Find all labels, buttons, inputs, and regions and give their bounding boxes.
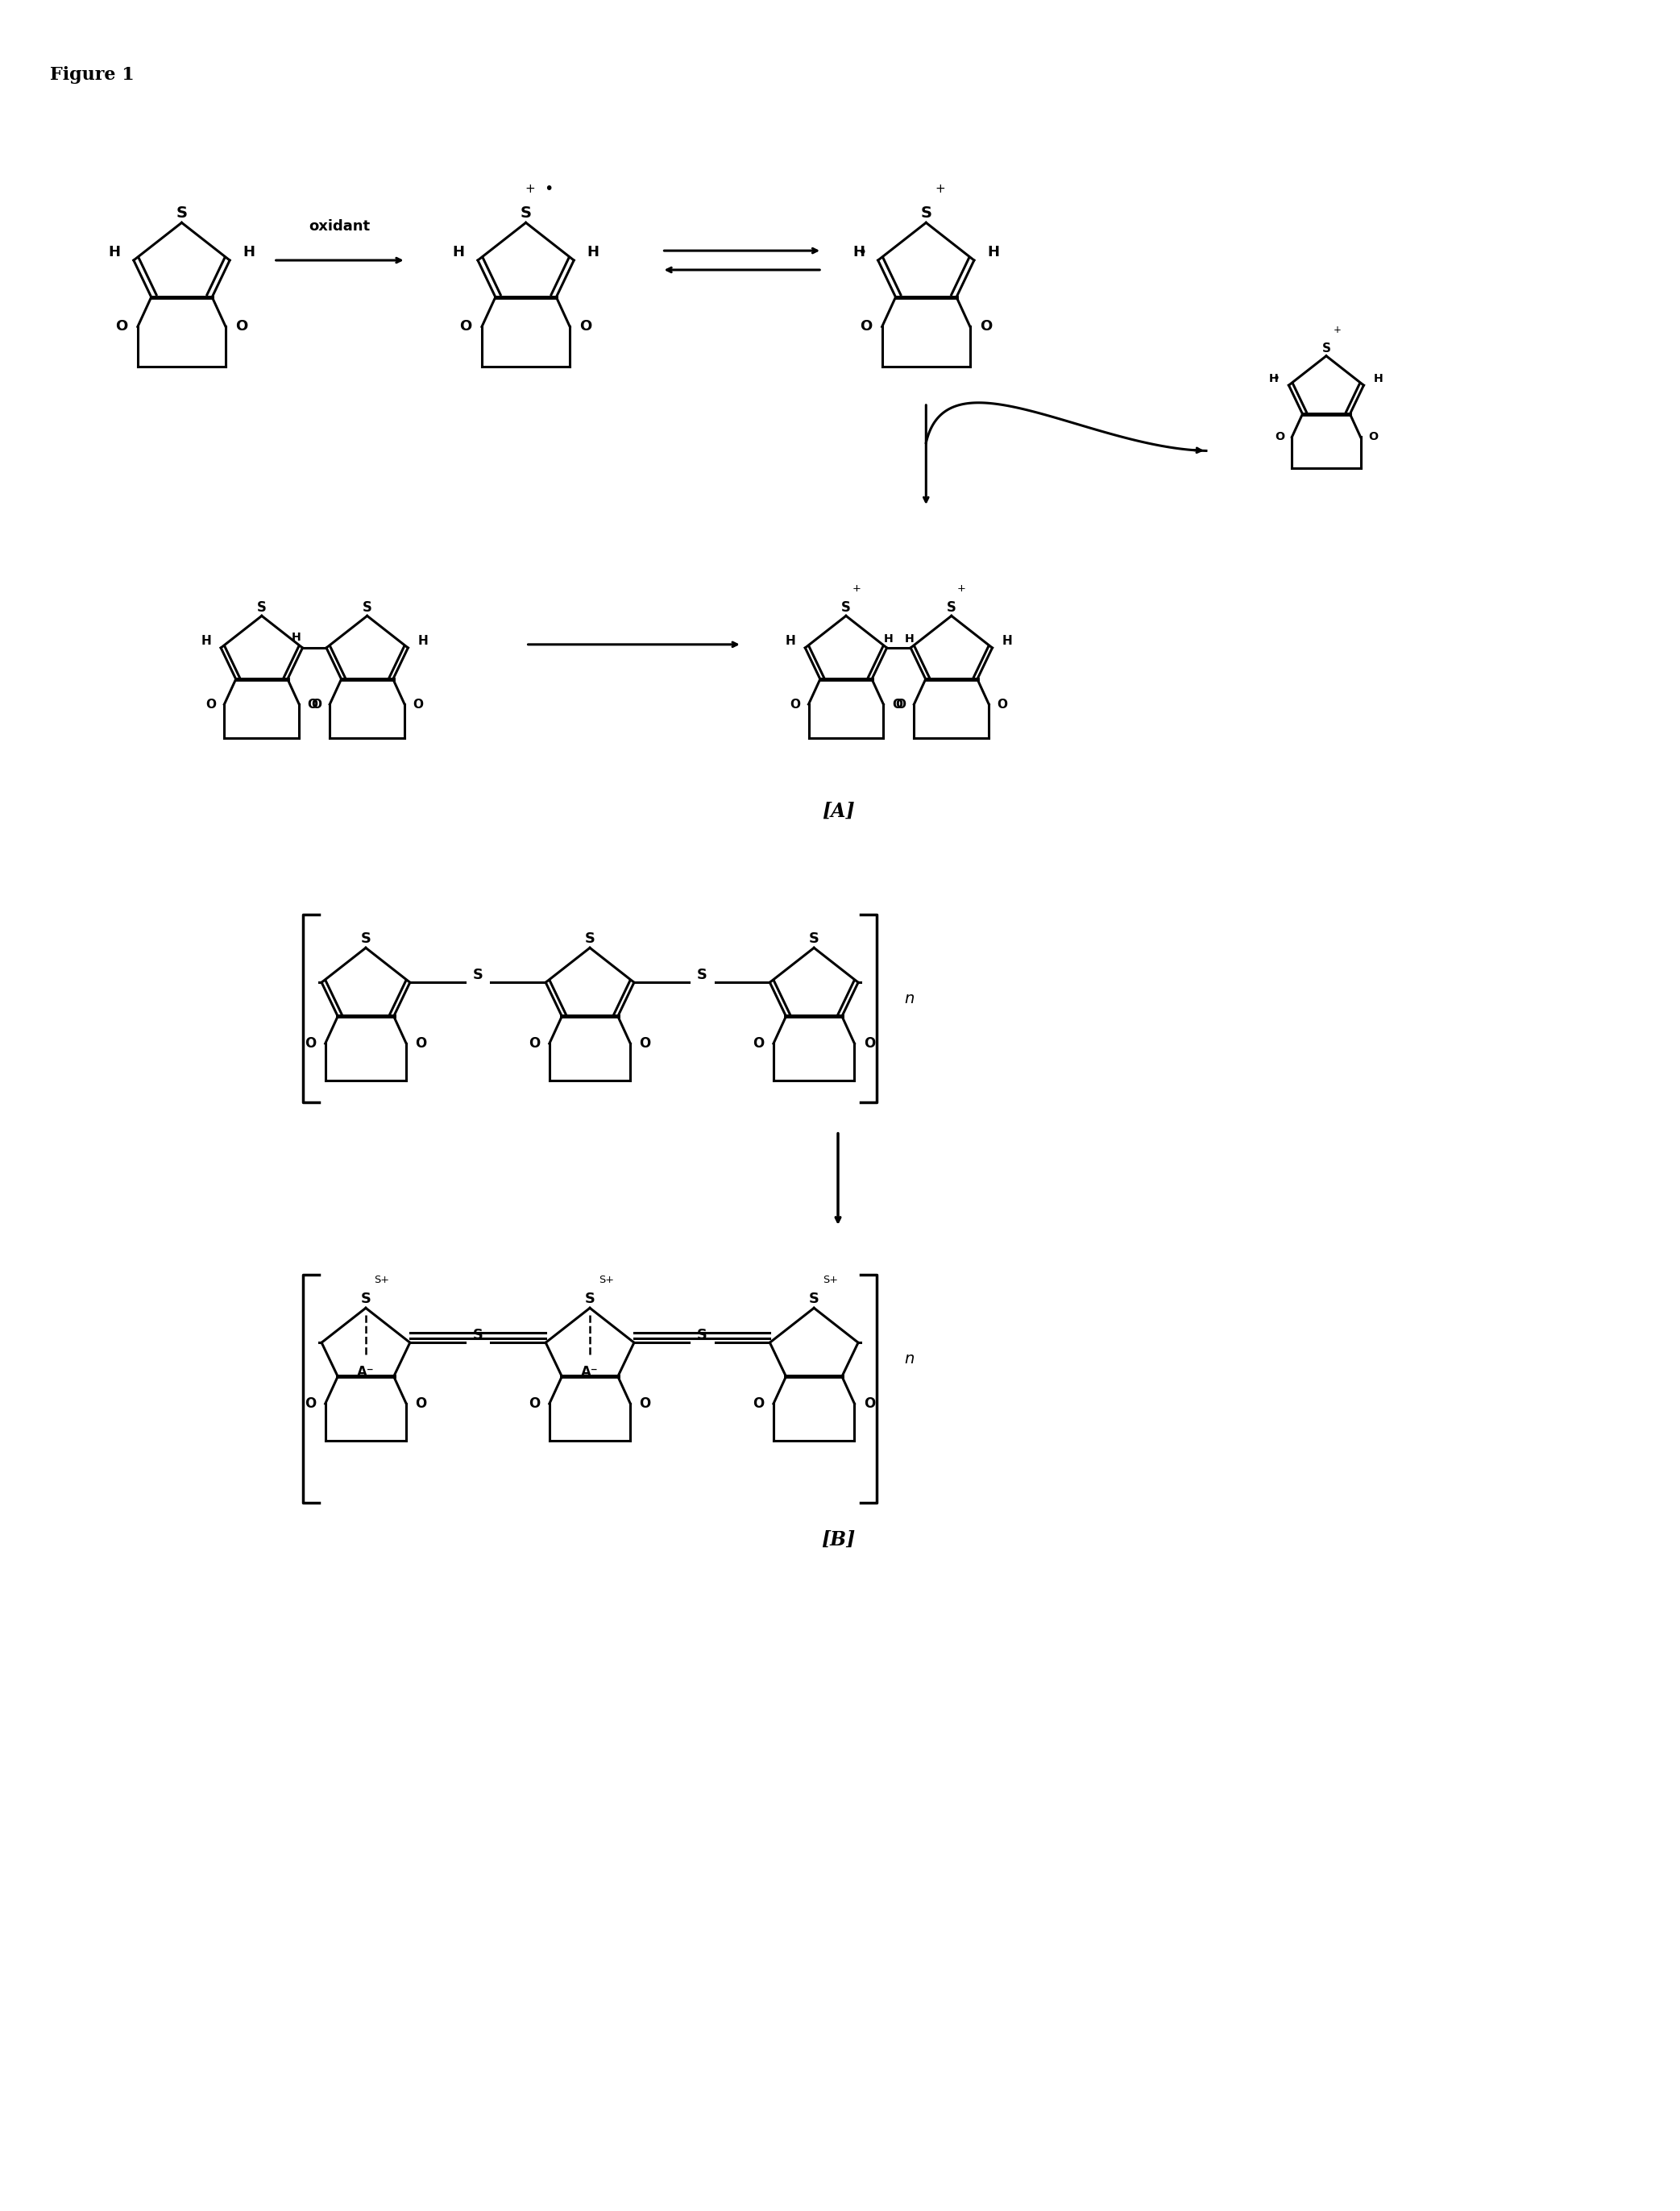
Text: A⁻: A⁻ [581,1364,598,1380]
Text: O: O [415,1397,427,1411]
Text: O: O [205,699,217,710]
Text: O: O [860,318,872,334]
Text: +: + [524,184,534,195]
Text: O: O [304,1037,316,1050]
Text: S: S [585,1291,595,1307]
Text: A⁻: A⁻ [358,1364,375,1380]
Text: H: H [853,245,865,259]
Text: O: O [415,1037,427,1050]
Text: S: S [697,968,707,982]
Text: O: O [753,1397,764,1411]
Text: O: O [116,318,128,334]
Text: •: • [1273,374,1280,385]
Text: O: O [304,1397,316,1411]
Text: S: S [472,968,484,982]
Text: S: S [363,601,371,615]
Text: O: O [460,318,472,334]
Text: H: H [1268,374,1278,385]
Text: H: H [291,632,301,643]
Text: O: O [864,1037,875,1050]
Text: H: H [586,245,600,259]
Text: S: S [585,931,595,946]
Text: S: S [808,931,820,946]
Text: O: O [895,699,906,710]
Text: O: O [1275,431,1284,442]
Text: O: O [753,1037,764,1050]
Text: O: O [998,699,1008,710]
Text: O: O [892,699,902,710]
Text: O: O [235,318,249,334]
Text: O: O [640,1397,650,1411]
Text: H: H [418,635,428,648]
Text: +: + [936,184,946,195]
Text: [B]: [B] [822,1530,855,1550]
Text: S: S [1322,343,1331,354]
Text: Figure 1: Figure 1 [50,66,134,84]
Text: O: O [790,699,800,710]
Text: H: H [988,245,1000,259]
Text: S: S [472,1329,484,1342]
Text: O: O [640,1037,650,1050]
Text: H: H [884,632,894,646]
Text: H: H [452,245,465,259]
Text: O: O [529,1397,541,1411]
Text: +: + [958,584,966,595]
Text: oxidant: oxidant [309,219,370,234]
Text: S: S [361,1291,371,1307]
Text: S: S [176,206,188,221]
Text: S: S [946,601,956,615]
Text: +: + [852,584,860,595]
Text: O: O [580,318,591,334]
Text: H: H [109,245,121,259]
Text: S: S [921,206,932,221]
Text: [A]: [A] [822,800,855,820]
Text: S: S [521,206,531,221]
Text: •: • [857,245,867,261]
Text: O: O [529,1037,541,1050]
Text: S+: S+ [598,1276,613,1285]
Text: H: H [785,635,795,648]
Text: O: O [864,1397,875,1411]
Text: S: S [361,931,371,946]
Text: O: O [311,699,321,710]
Text: S+: S+ [375,1276,390,1285]
Text: O: O [979,318,993,334]
Text: H: H [1374,374,1383,385]
Text: S: S [842,601,850,615]
Text: H: H [1001,635,1013,648]
Text: S: S [257,601,267,615]
Text: H: H [202,635,212,648]
Text: O: O [1368,431,1378,442]
Text: •: • [544,181,553,197]
Text: S+: S+ [823,1276,838,1285]
Text: +: + [1334,325,1341,334]
Text: n: n [904,991,914,1006]
Text: H: H [244,245,255,259]
Text: O: O [413,699,423,710]
Text: S: S [808,1291,820,1307]
Text: H: H [904,632,914,646]
Text: S: S [697,1329,707,1342]
Text: n: n [904,1351,914,1366]
Text: O: O [307,699,318,710]
